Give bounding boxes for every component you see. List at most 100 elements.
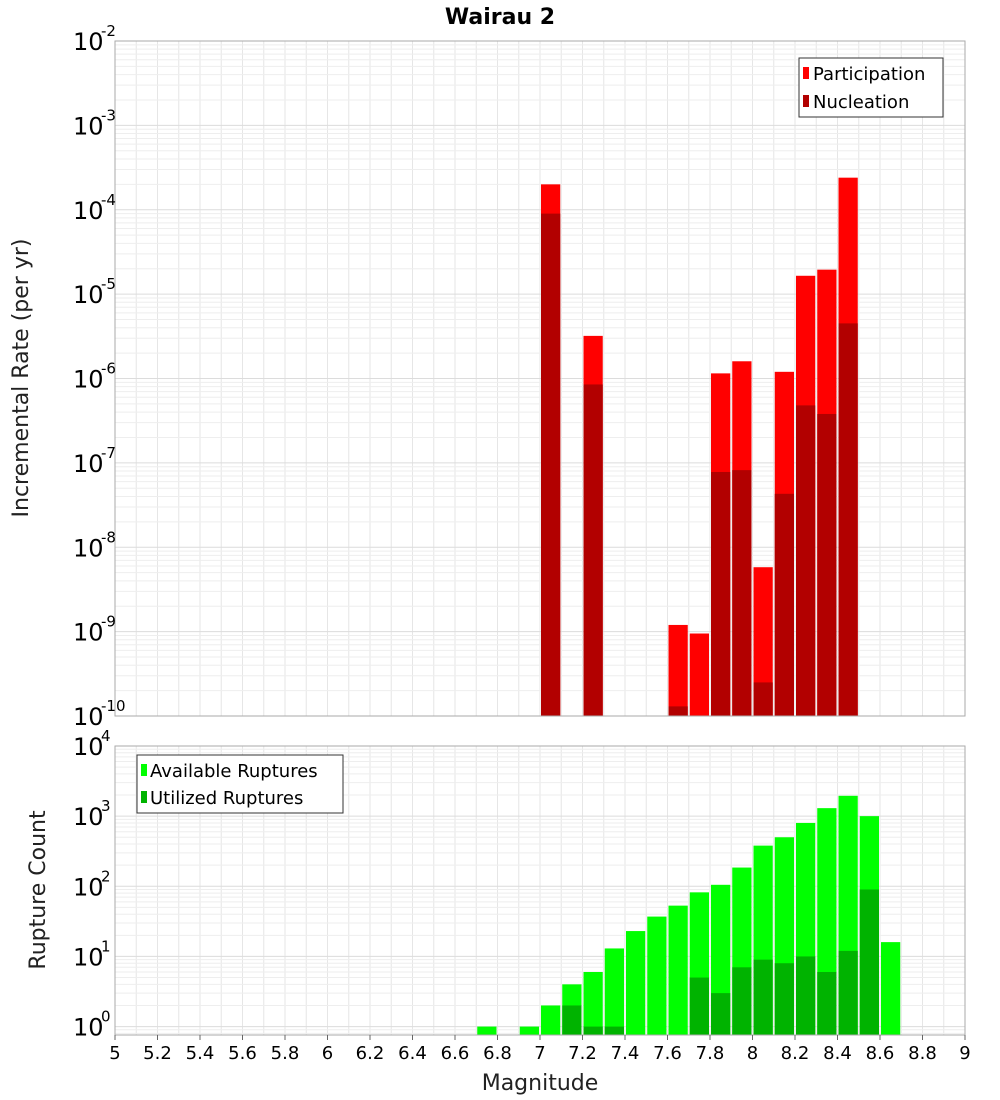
rate-y-tick-exponent: -6 xyxy=(101,360,116,378)
rate-y-tick-exponent: -10 xyxy=(101,697,126,715)
rate-y-tick-label: 10 xyxy=(73,112,104,140)
rate-grid xyxy=(114,40,966,717)
rate-y-tick-label: 10 xyxy=(73,619,104,647)
rate-bar-nucleation xyxy=(817,413,837,716)
available-legend-label: Available Ruptures xyxy=(150,761,318,782)
utilized-legend-label: Utilized Ruptures xyxy=(150,788,303,809)
rate-bar-nucleation xyxy=(711,471,731,716)
x-tick-label: 7.6 xyxy=(653,1043,682,1064)
count-bar-utilized-ruptures xyxy=(796,956,816,1035)
count-y-tick-label: 10 xyxy=(73,873,104,901)
count-bar-utilized-ruptures xyxy=(859,889,879,1035)
x-tick-label: 8 xyxy=(747,1043,758,1064)
count-bar-available-ruptures xyxy=(583,971,603,1035)
count-bar-utilized-ruptures xyxy=(838,950,858,1035)
x-tick-label: 7.2 xyxy=(568,1043,597,1064)
available-swatch xyxy=(141,764,147,776)
rate-bars xyxy=(541,177,858,717)
rate-y-tick-exponent: -3 xyxy=(101,106,116,124)
x-tick-label: 9 xyxy=(959,1043,970,1064)
x-tick-label: 5.4 xyxy=(186,1043,215,1064)
count-y-tick-exponent: 3 xyxy=(101,797,111,815)
rate-y-tick-label: 10 xyxy=(73,703,104,731)
count-bars xyxy=(477,795,901,1035)
count-bar-utilized-ruptures xyxy=(732,967,752,1035)
count-bar-utilized-ruptures xyxy=(753,959,773,1035)
count-bar-available-ruptures xyxy=(668,905,688,1035)
count-y-tick-label: 10 xyxy=(73,1014,104,1042)
count-bar-available-ruptures xyxy=(626,931,646,1035)
x-tick-label: 8.2 xyxy=(781,1043,810,1064)
count-y-tick-label: 10 xyxy=(73,803,104,831)
count-y-tick-exponent: 0 xyxy=(101,1008,111,1026)
count-bar-utilized-ruptures xyxy=(689,977,709,1035)
rate-legend-box xyxy=(798,57,944,118)
x-tick-label: 5.6 xyxy=(228,1043,257,1064)
nucleation-legend-label: Nucleation xyxy=(813,92,909,113)
count-y-tick-exponent: 4 xyxy=(101,727,111,745)
rate-y-tick-exponent: -2 xyxy=(101,22,116,40)
rate-y-tick-label: 10 xyxy=(73,281,104,309)
participation-swatch xyxy=(803,67,809,79)
count-y-tick-label: 10 xyxy=(73,943,104,971)
rate-bar-nucleation xyxy=(838,323,858,716)
x-tick-label: 7 xyxy=(534,1043,545,1064)
rate-bar-nucleation xyxy=(583,384,603,716)
x-axis-ticks: 5 5.2 5.4 5.6 5.8 6 6.2 6.4 6.6 6.8 7 7.2 7.4 7.6 7.8 8… xyxy=(109,1035,971,1064)
rate-bar-nucleation xyxy=(541,213,561,717)
rate-bar-nucleation xyxy=(732,470,752,716)
count-bar-utilized-ruptures xyxy=(774,963,794,1035)
count-legend-box xyxy=(136,754,344,814)
count-y-tick-exponent: 1 xyxy=(101,937,111,955)
x-tick-label: 7.8 xyxy=(696,1043,725,1064)
rate-y-tick-label: 10 xyxy=(73,197,104,225)
rate-legend: Participation Nucleation xyxy=(798,57,944,118)
x-tick-label: 5.2 xyxy=(143,1043,172,1064)
count-bar-available-ruptures xyxy=(477,1026,497,1035)
x-tick-label: 5.8 xyxy=(271,1043,300,1064)
rate-y-tick-exponent: -7 xyxy=(101,444,116,462)
rate-y-tick-exponent: -5 xyxy=(101,275,116,293)
rate-y-tick-label: 10 xyxy=(73,28,104,56)
count-bar-available-ruptures xyxy=(647,916,667,1035)
count-bar-utilized-ruptures xyxy=(604,1026,624,1035)
rate-y-tick-label: 10 xyxy=(73,534,104,562)
x-tick-label: 8.4 xyxy=(823,1043,852,1064)
rate-y-tick-label: 10 xyxy=(73,450,104,478)
count-bar-available-ruptures xyxy=(541,1005,561,1035)
count-y-axis-label: Rupture Count xyxy=(26,810,51,970)
count-bar-utilized-ruptures xyxy=(711,993,731,1035)
participation-legend-label: Participation xyxy=(813,64,925,85)
x-tick-label: 6.4 xyxy=(398,1043,427,1064)
nucleation-swatch xyxy=(803,95,809,107)
x-tick-label: 6 xyxy=(322,1043,333,1064)
rate-bar-participation xyxy=(689,633,709,716)
rate-bar-participation xyxy=(668,624,688,716)
count-legend: Available Ruptures Utilized Ruptures xyxy=(136,754,344,814)
x-tick-label: 6.2 xyxy=(356,1043,385,1064)
rate-bar-nucleation xyxy=(796,405,816,716)
x-axis-label: Magnitude xyxy=(482,1071,599,1096)
rate-bar-participation xyxy=(753,567,773,716)
rate-y-tick-label: 10 xyxy=(73,366,104,394)
chart-title: Wairau 2 xyxy=(445,5,555,30)
x-tick-label: 7.4 xyxy=(611,1043,640,1064)
rate-plot-frame xyxy=(114,40,966,717)
utilized-swatch xyxy=(141,791,147,803)
rate-bar-nucleation xyxy=(668,706,688,716)
count-bar-available-ruptures xyxy=(881,942,901,1035)
x-tick-label: 5 xyxy=(109,1043,120,1064)
count-bar-utilized-ruptures xyxy=(817,971,837,1035)
count-y-tick-exponent: 2 xyxy=(101,867,111,885)
rate-bar-nucleation xyxy=(774,493,794,716)
x-tick-label: 8.6 xyxy=(866,1043,895,1064)
rate-bar-nucleation xyxy=(753,682,773,716)
count-bar-available-ruptures xyxy=(519,1026,539,1035)
count-y-tick-label: 10 xyxy=(73,733,104,761)
count-bar-utilized-ruptures xyxy=(562,1005,582,1035)
